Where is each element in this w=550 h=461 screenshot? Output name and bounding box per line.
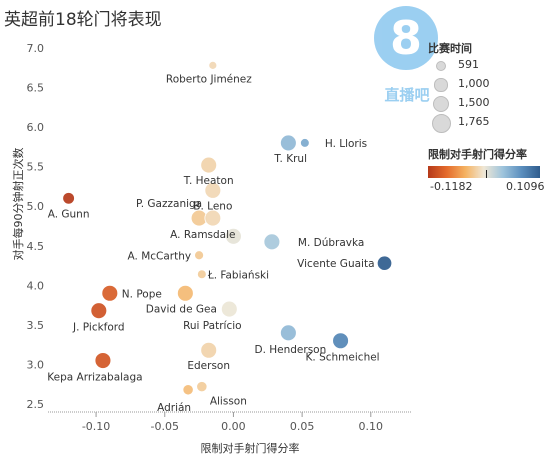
point-label: Ederson [187, 360, 230, 372]
point-label: D. Henderson [254, 344, 326, 356]
color-legend-title: 限制对手射门得分率 [428, 148, 527, 161]
legend: 比赛时间 591 1,000 1,500 1,765 限制对手射门得分率 -0.118… [428, 40, 548, 194]
point-label: Vicente Guaita [297, 258, 374, 270]
data-point [194, 250, 204, 261]
chart-title: 英超前18轮门将表现 [4, 10, 162, 30]
data-point [200, 156, 218, 174]
size-legend-circle [434, 78, 448, 92]
data-point [101, 284, 119, 302]
point-label: T. Heaton [183, 175, 234, 187]
size-legend-label: 1,500 [458, 96, 490, 109]
size-legend-title: 比赛时间 [428, 42, 472, 55]
point-label: David de Gea [146, 303, 217, 315]
color-scale-midpoint-mark [486, 170, 487, 178]
size-legend-item: 1,765 [428, 113, 548, 133]
point-label: Adrián [157, 402, 191, 414]
data-point [263, 233, 281, 251]
data-point [280, 134, 297, 152]
data-point [197, 269, 207, 280]
x-axis-label: 限制对手射门得分率 [200, 442, 300, 455]
x-tick-label: -0.05 [151, 420, 179, 433]
data-point [225, 227, 242, 245]
data-point [208, 60, 218, 70]
data-point [177, 284, 194, 302]
data-point [200, 341, 218, 359]
y-tick-label: 5.5 [27, 161, 45, 174]
y-tick-label: 4.0 [27, 279, 45, 292]
data-point [300, 138, 310, 148]
point-label: T. Krul [273, 153, 307, 165]
y-tick-label: 6.0 [27, 121, 45, 134]
y-tick-label: 3.5 [27, 319, 45, 332]
point-label: Alisson [210, 396, 247, 408]
y-tick-label: 4.5 [27, 240, 45, 253]
point-label: A. Gunn [48, 208, 90, 220]
x-tick-label: -0.10 [82, 420, 110, 433]
watermark-digit: 8 [374, 6, 438, 70]
y-tick-label: 2.5 [27, 398, 45, 411]
data-point [376, 255, 393, 271]
y-tick-label: 3.0 [27, 358, 45, 371]
data-point [182, 384, 194, 396]
y-tick-label: 5.0 [27, 200, 45, 213]
data-point [332, 332, 349, 350]
color-scale-ticks: -0.1182 0.1096 [428, 180, 548, 194]
color-scale-min-label: -0.1182 [430, 180, 473, 193]
size-legend-label: 1,765 [458, 115, 490, 128]
y-axis-label: 对手每90分钟射正次数 [12, 147, 25, 261]
data-point [220, 300, 238, 318]
size-legend-label: 591 [458, 58, 479, 71]
watermark-text: 直播吧 [384, 86, 430, 104]
point-label: M. Dúbravka [298, 237, 364, 249]
size-legend-label: 1,000 [458, 77, 490, 90]
point-label: P. Gazzaniga [136, 198, 202, 210]
point-label: J. Pickford [72, 322, 125, 334]
point-label: A. McCarthy [128, 250, 192, 262]
data-point [94, 352, 112, 369]
point-label: K. Schmeichel [306, 352, 380, 364]
point-label: H. Lloris [325, 138, 367, 150]
data-point [62, 192, 75, 205]
data-point [90, 302, 108, 320]
color-scale-bar [428, 166, 540, 178]
point-label: B. Leno [193, 200, 232, 212]
x-tick-label: 0.05 [290, 420, 315, 433]
point-label: Kepa Arrizabalaga [47, 372, 142, 384]
x-tick-label: 0.00 [221, 420, 246, 433]
size-legend-circle [431, 113, 451, 133]
size-legend-item: 1,500 [428, 94, 548, 113]
size-legend-item: 1,000 [428, 75, 548, 94]
point-label: N. Pope [122, 288, 162, 300]
data-point [196, 381, 208, 393]
y-tick-label: 7.0 [27, 42, 45, 55]
x-tick-label: 0.10 [359, 420, 384, 433]
size-legend-circle [436, 61, 446, 71]
data-point [204, 182, 222, 199]
data-point [280, 324, 297, 342]
point-label: Ł. Fabiański [207, 269, 269, 281]
point-label: Roberto Jiménez [166, 73, 252, 85]
data-point [204, 209, 222, 227]
size-legend-circle [432, 95, 450, 113]
size-legend-item: 591 [428, 56, 548, 75]
color-scale-max-label: 0.1096 [506, 180, 545, 193]
y-tick-label: 6.5 [27, 82, 45, 95]
point-label: Rui Patrício [183, 320, 242, 332]
size-legend: 591 1,000 1,500 1,765 [428, 56, 548, 133]
point-label: A. Ramsdale [170, 229, 235, 241]
watermark-logo: 8 直播吧 [368, 0, 446, 110]
